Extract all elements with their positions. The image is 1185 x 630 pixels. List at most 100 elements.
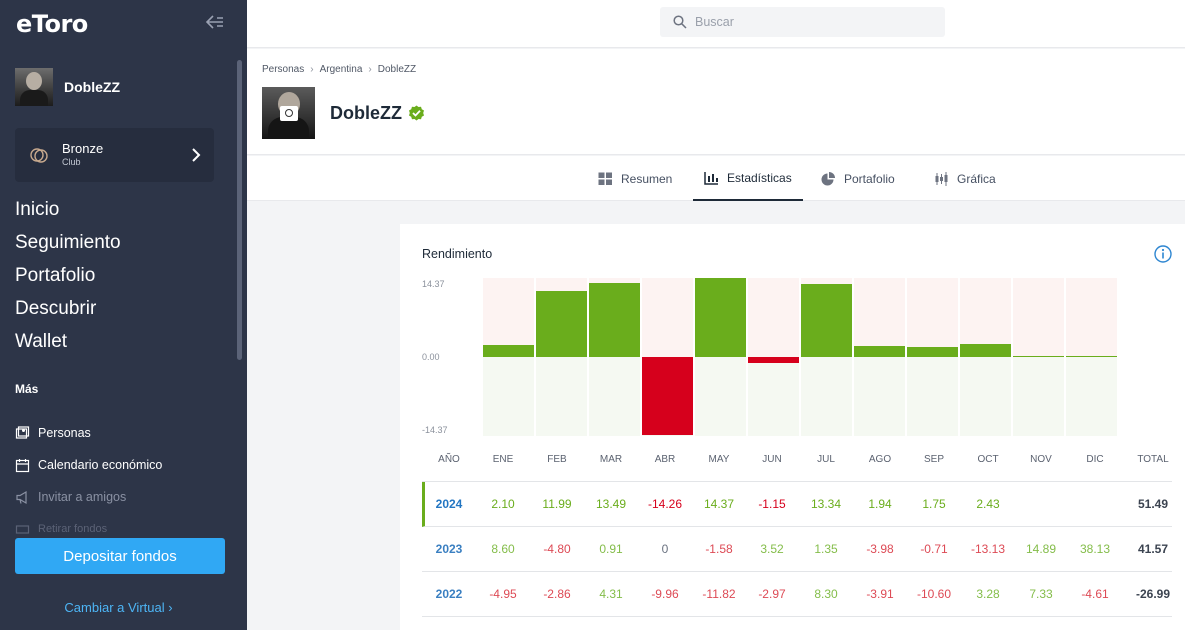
breadcrumb: Personas › Argentina › DobleZZ bbox=[262, 64, 416, 75]
month-value-cell: -0.71 bbox=[920, 542, 948, 556]
month-value-cell: 11.99 bbox=[542, 497, 572, 511]
secondary-nav: Personas Calendario económico Invitar a … bbox=[15, 417, 162, 545]
chart-column-jun[interactable] bbox=[748, 278, 799, 436]
month-value-cell: -1.15 bbox=[758, 497, 786, 511]
sidebar-profile[interactable]: DobleZZ bbox=[15, 68, 120, 106]
chart-column-feb[interactable] bbox=[536, 278, 587, 436]
chart-column-ago[interactable] bbox=[854, 278, 905, 436]
chart-bar-nov bbox=[1013, 355, 1064, 357]
tab-portafolio-label: Portafolio bbox=[844, 171, 895, 186]
table-row[interactable]: 2022 -4.95 -2.86 4.31 -9.96 -11.82 -2.97 8.30 -3… bbox=[422, 572, 1172, 617]
month-value-cell: -4.61 bbox=[1081, 587, 1109, 601]
nav-descubrir[interactable]: Descubrir bbox=[15, 298, 97, 319]
club-card[interactable]: Bronze Club bbox=[15, 128, 214, 182]
column-header-nov: NOV bbox=[1030, 454, 1052, 465]
chart-column-bg-positive bbox=[642, 278, 693, 357]
month-value-cell: 7.33 bbox=[1029, 587, 1053, 601]
top-bar: Buscar bbox=[247, 0, 1185, 48]
nav-invitar-label: Invitar a amigos bbox=[38, 490, 127, 504]
column-header-total: TOTAL bbox=[1137, 454, 1169, 465]
month-value-cell: -9.96 bbox=[651, 587, 679, 601]
month-value-cell: 8.30 bbox=[814, 587, 838, 601]
chart-column-dic[interactable] bbox=[1066, 278, 1117, 436]
breadcrumb-argentina[interactable]: Argentina bbox=[319, 64, 363, 75]
chart-column-abr[interactable] bbox=[642, 278, 693, 436]
switch-virtual-link[interactable]: Cambiar a Virtual › bbox=[64, 600, 173, 615]
month-value-cell: 1.35 bbox=[814, 542, 838, 556]
main-nav: Inicio Seguimiento Portafolio Descubrir … bbox=[15, 199, 121, 364]
nav-calendario-label: Calendario económico bbox=[38, 458, 163, 472]
chart-column-bg-negative bbox=[695, 357, 746, 436]
deposit-button[interactable]: Depositar fondos bbox=[15, 538, 225, 574]
table-row[interactable]: 2024 2.10 11.99 13.49 -14.26 14.37 -1.15 13.34 1… bbox=[422, 482, 1172, 527]
nav-inicio[interactable]: Inicio bbox=[15, 199, 60, 220]
chart-column-nov[interactable] bbox=[1013, 278, 1064, 436]
chart-column-bg-negative bbox=[1013, 357, 1064, 436]
chart-bar-oct bbox=[960, 343, 1011, 357]
chart-bar-jul bbox=[801, 283, 852, 357]
month-value-cell: 8.60 bbox=[491, 542, 515, 556]
nav-invitar[interactable]: Invitar a amigos bbox=[15, 481, 162, 513]
column-header-jul: JUL bbox=[817, 454, 835, 465]
chart-column-jul[interactable] bbox=[801, 278, 852, 436]
column-header-may: MAY bbox=[708, 454, 730, 465]
etoro-logo[interactable]: eToro bbox=[16, 10, 88, 38]
chart-column-ene[interactable] bbox=[483, 278, 534, 436]
column-header-ago: AGO bbox=[868, 454, 892, 465]
tab-estadisticas[interactable]: Estadísticas bbox=[693, 156, 803, 201]
performance-chart bbox=[483, 278, 1119, 436]
year-cell[interactable]: 2024 bbox=[435, 497, 463, 511]
month-value-cell: -4.95 bbox=[489, 587, 517, 601]
club-badge-icon bbox=[30, 148, 48, 163]
pie-chart-icon bbox=[821, 171, 835, 185]
month-value-cell: 4.31 bbox=[599, 587, 623, 601]
page-title: DobleZZ bbox=[330, 103, 425, 124]
chart-column-sep[interactable] bbox=[907, 278, 958, 436]
month-value-cell: -4.80 bbox=[543, 542, 571, 556]
nav-calendario[interactable]: Calendario económico bbox=[15, 449, 162, 481]
chart-column-bg-negative bbox=[536, 357, 587, 436]
year-cell[interactable]: 2023 bbox=[435, 542, 463, 556]
column-header-año: AÑO bbox=[438, 454, 460, 465]
tab-resumen[interactable]: Resumen bbox=[598, 156, 672, 201]
month-value-cell: -2.86 bbox=[543, 587, 571, 601]
y-tick-max: 14.37 bbox=[422, 279, 445, 289]
month-value-cell: 1.94 bbox=[868, 497, 892, 511]
nav-retirar[interactable]: Retirar fondos bbox=[15, 513, 162, 545]
nav-wallet[interactable]: Wallet bbox=[15, 331, 68, 352]
sidebar-scrollbar[interactable] bbox=[237, 60, 242, 360]
table-header: AÑO ENE FEB MAR ABR MAY JUN JUL AGO SEP OCT NOV DIC T… bbox=[422, 449, 1172, 482]
search-input[interactable]: Buscar bbox=[660, 7, 945, 37]
column-header-mar: MAR bbox=[599, 454, 623, 465]
chart-column-oct[interactable] bbox=[960, 278, 1011, 436]
month-value-cell: -14.26 bbox=[647, 497, 683, 511]
breadcrumb-personas[interactable]: Personas bbox=[262, 64, 305, 75]
profile-avatar[interactable] bbox=[262, 87, 315, 139]
total-cell: -26.99 bbox=[1135, 587, 1171, 601]
month-value-cell: -13.13 bbox=[970, 542, 1006, 556]
nav-portafolio[interactable]: Portafolio bbox=[15, 265, 96, 286]
table-row[interactable]: 2023 8.60 -4.80 0.91 0 -1.58 3.52 1.35 -3.98 -0.7… bbox=[422, 527, 1172, 572]
month-value-cell: -2.97 bbox=[758, 587, 786, 601]
year-cell[interactable]: 2022 bbox=[435, 587, 463, 601]
column-header-abr: ABR bbox=[654, 454, 676, 465]
info-icon[interactable] bbox=[1154, 245, 1172, 263]
month-value-cell: 1.75 bbox=[922, 497, 946, 511]
chevron-right-icon: › bbox=[368, 64, 372, 75]
chart-column-may[interactable] bbox=[695, 278, 746, 436]
chart-column-bg-negative bbox=[1066, 357, 1117, 436]
performance-card: Rendimiento 14.37 0.00 -14.37 AÑO ENE FEB M… bbox=[400, 224, 1185, 630]
collapse-sidebar-icon[interactable] bbox=[205, 14, 225, 30]
nav-seguimiento[interactable]: Seguimiento bbox=[15, 232, 121, 253]
column-header-feb: FEB bbox=[547, 454, 567, 465]
chart-column-mar[interactable] bbox=[589, 278, 640, 436]
month-value-cell: 0 bbox=[661, 542, 669, 556]
chart-column-bg-negative bbox=[483, 357, 534, 436]
nav-personas[interactable]: Personas bbox=[15, 417, 162, 449]
tab-grafica[interactable]: Gráfica bbox=[934, 156, 996, 201]
profile-tabs: Resumen Estadísticas Portafolio Gráfica bbox=[247, 156, 1185, 201]
user-name: DobleZZ bbox=[330, 103, 402, 123]
chart-bar-ene bbox=[483, 345, 534, 357]
month-value-cell: 13.49 bbox=[595, 497, 627, 511]
tab-portafolio[interactable]: Portafolio bbox=[821, 156, 895, 201]
